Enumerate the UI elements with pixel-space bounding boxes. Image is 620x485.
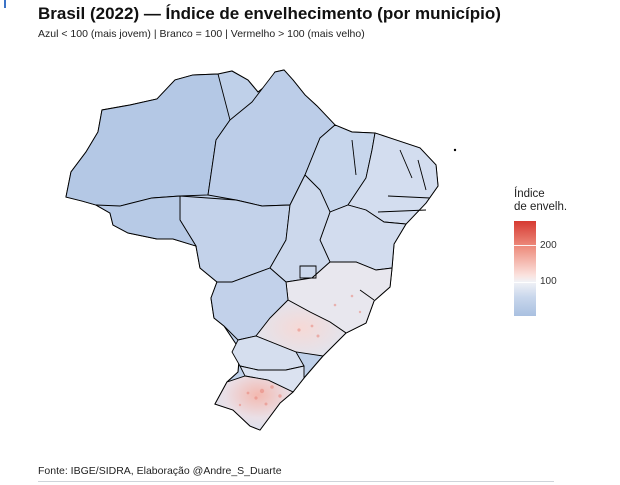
map-title: Brasil (2022) — Índice de envelhecimento… [38, 4, 501, 23]
color-legend: Índice de envelh. 200 100 [514, 188, 594, 328]
island-dot [453, 148, 457, 152]
legend-title-line2: de envelh. [514, 201, 568, 213]
footer-line [38, 481, 554, 482]
legend-tickmark-100 [514, 282, 536, 283]
state-amazonas [65, 73, 231, 214]
state-borders [299, 139, 431, 301]
state-acre-rondonia [95, 195, 198, 247]
legend-colorbar [514, 221, 536, 316]
legend-title-line1: Índice [514, 188, 545, 200]
legend-title: Índice de envelh. [514, 188, 594, 214]
map-subtitle: Azul < 100 (mais jovem) | Branco = 100 |… [38, 28, 365, 40]
legend-tickmark-200 [514, 245, 536, 246]
state-fills [65, 69, 439, 431]
source-caption: Fonte: IBGE/SIDRA, Elaboração @Andre_S_D… [38, 465, 282, 477]
old-population-spots [238, 294, 362, 407]
legend-tick-200: 200 [540, 240, 557, 251]
state-rio-grande-do-sul [214, 375, 294, 431]
legend-tick-100: 100 [540, 276, 557, 287]
corner-mark [4, 0, 6, 8]
